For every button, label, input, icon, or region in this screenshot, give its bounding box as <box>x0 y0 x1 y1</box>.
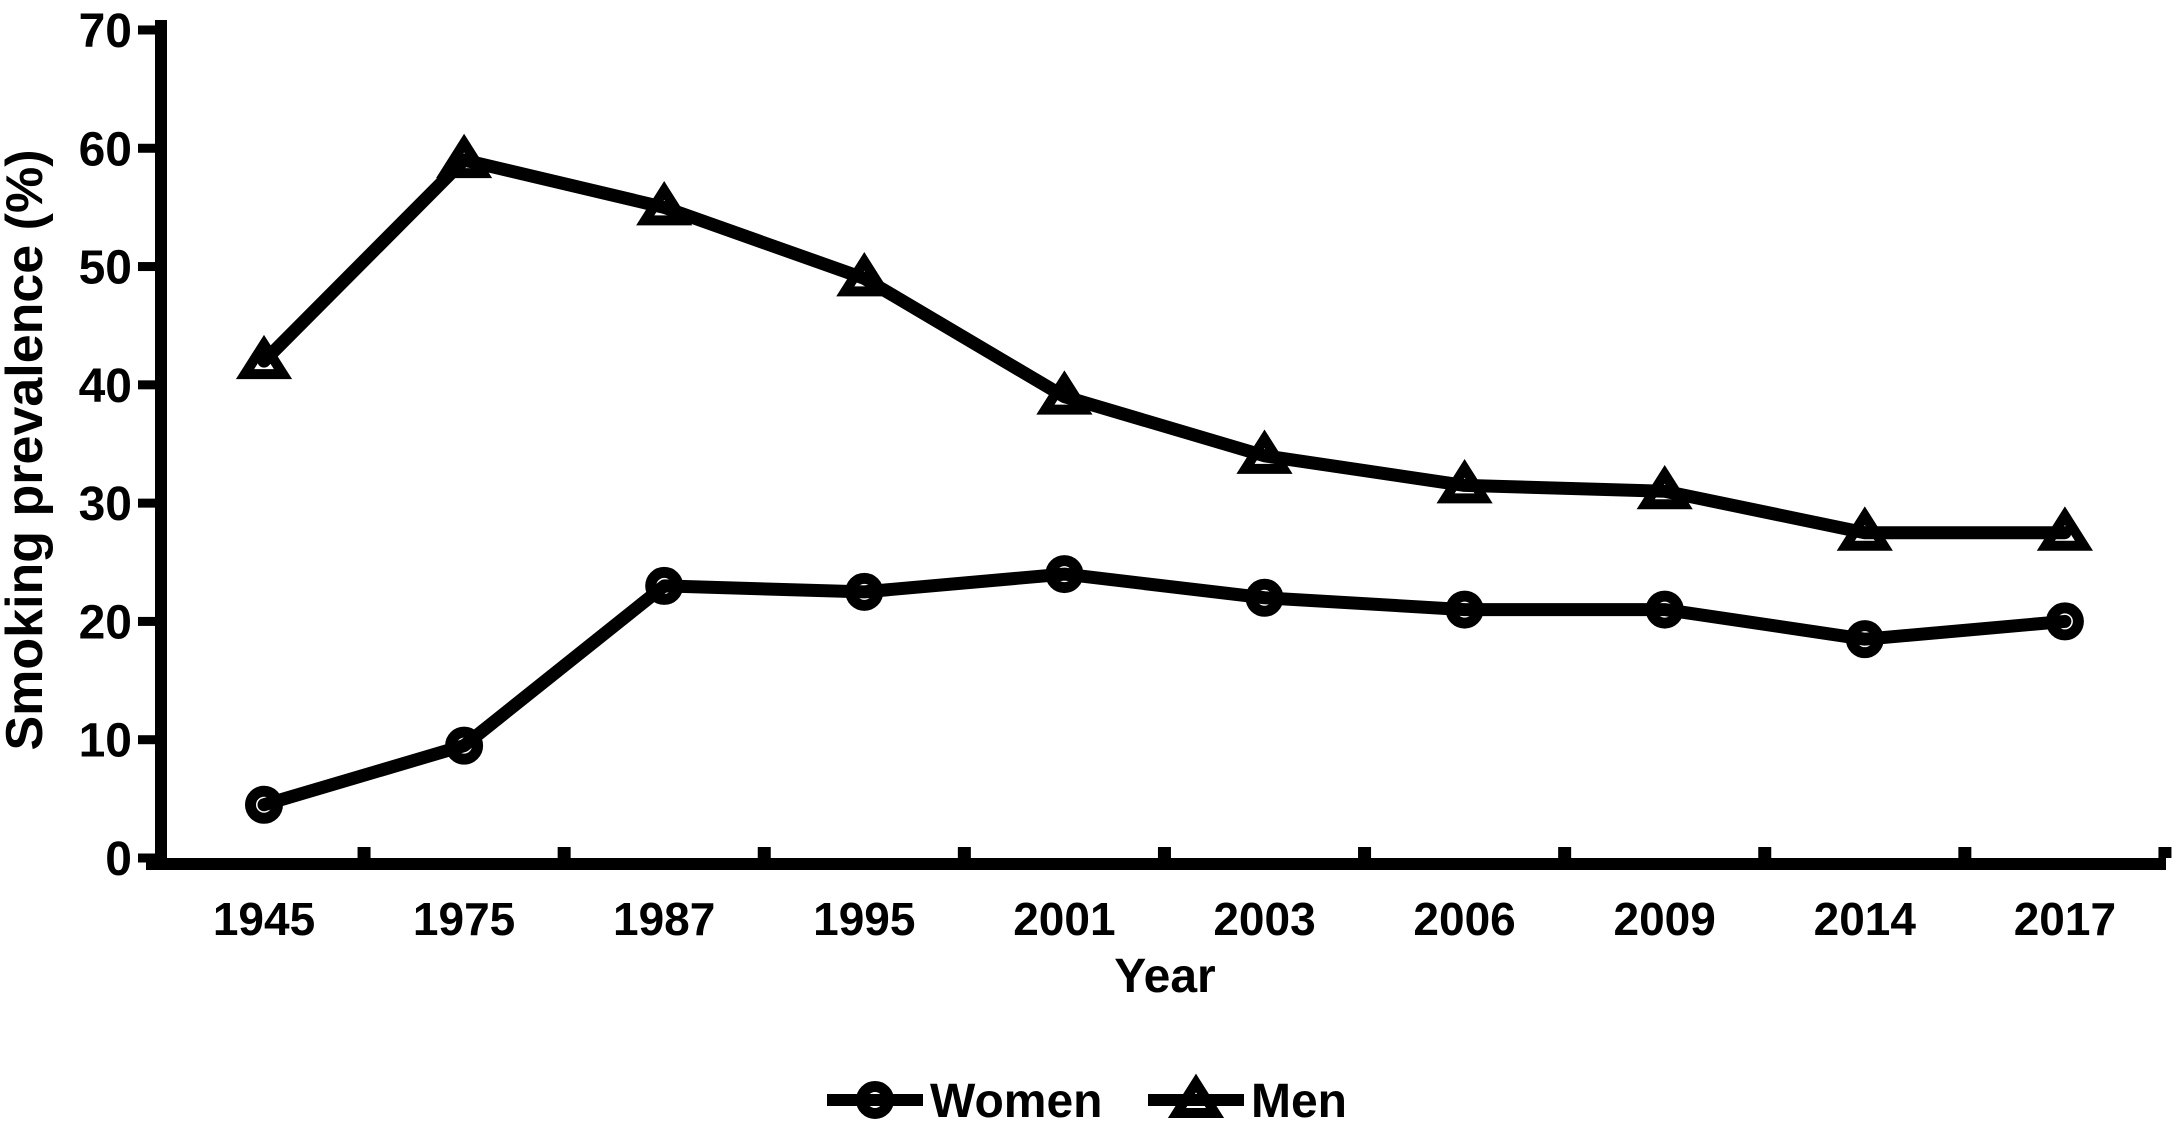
x-tick-label: 2017 <box>2014 893 2116 945</box>
x-tick-label: 2009 <box>1614 893 1716 945</box>
x-tick <box>557 847 571 858</box>
legend-label-women: Women <box>930 1075 1102 1128</box>
series-men <box>235 133 2093 551</box>
y-tick <box>138 498 157 508</box>
y-axis-line <box>155 20 167 870</box>
x-tick <box>1958 847 1972 858</box>
legend-label-men: Men <box>1251 1075 1347 1128</box>
series-women <box>245 555 2084 824</box>
y-tick <box>138 735 157 745</box>
y-tick-label: 10 <box>79 715 132 768</box>
y-tick <box>138 380 157 390</box>
data-point-men-1975 <box>436 133 493 179</box>
x-tick-label: 2001 <box>1013 893 1115 945</box>
x-tick-label: 1995 <box>813 893 915 945</box>
legend-triangle-icon <box>1167 1073 1225 1118</box>
y-axis-title: Smoking prevalence (%) <box>0 149 54 750</box>
data-point-women-2017 <box>2045 602 2084 641</box>
data-point-women-1995 <box>845 572 884 611</box>
y-tick-label: 70 <box>79 5 132 58</box>
legend-item-women: Women <box>827 1075 1102 1128</box>
data-point-men-2003 <box>1236 429 1293 474</box>
data-point-women-1975 <box>445 726 484 765</box>
x-tick <box>957 847 971 858</box>
legend-circle-icon <box>856 1081 894 1119</box>
x-axis-title: Year <box>1114 950 1215 1003</box>
y-tick-label: 20 <box>79 596 132 649</box>
x-tick-label: 2006 <box>1413 893 1515 945</box>
y-tick-label: 60 <box>79 123 132 176</box>
x-tick <box>2158 847 2172 858</box>
data-point-women-2009 <box>1645 590 1684 629</box>
y-tick-label: 0 <box>105 833 132 886</box>
data-point-men-2014 <box>1836 506 1893 551</box>
x-axis-line <box>146 858 2166 870</box>
x-tick <box>1358 847 1372 858</box>
x-tick-label: 2003 <box>1213 893 1315 945</box>
legend-item-men: Men <box>1148 1073 1347 1128</box>
data-point-women-2001 <box>1045 555 1084 594</box>
data-point-men-1945 <box>235 334 293 380</box>
series-line-men <box>257 153 2072 540</box>
y-tick-label: 50 <box>79 242 132 295</box>
data-point-men-2001 <box>1036 370 1093 415</box>
y-tick-label: 30 <box>79 478 132 531</box>
data-point-men-1987 <box>636 181 693 226</box>
data-point-men-2009 <box>1636 464 1693 510</box>
y-tick-label: 40 <box>79 360 132 413</box>
series-line-women <box>257 567 2072 812</box>
data-point-women-2006 <box>1445 590 1484 629</box>
y-tick <box>138 25 157 35</box>
x-tick <box>1157 847 1171 858</box>
data-point-men-2006 <box>1436 459 1493 504</box>
y-tick <box>138 143 157 153</box>
data-point-women-1987 <box>645 566 684 605</box>
y-tick <box>138 853 157 863</box>
x-tick <box>757 847 771 858</box>
x-tick-label: 2014 <box>1814 893 1917 945</box>
x-tick-label: 1945 <box>213 893 315 945</box>
data-point-women-2014 <box>1845 620 1884 659</box>
legend: Women Men <box>827 1073 1347 1128</box>
data-point-women-2003 <box>1245 578 1284 617</box>
y-tick <box>138 616 157 626</box>
x-tick-label: 1987 <box>613 893 715 945</box>
data-point-men-2017 <box>2036 506 2093 551</box>
x-tick <box>357 847 371 858</box>
x-tick-label: 1975 <box>413 893 515 945</box>
x-tick <box>1758 847 1772 858</box>
y-tick <box>138 262 157 272</box>
data-point-men-1995 <box>836 252 893 297</box>
x-tick <box>1558 847 1572 858</box>
data-point-women-1945 <box>245 785 283 824</box>
